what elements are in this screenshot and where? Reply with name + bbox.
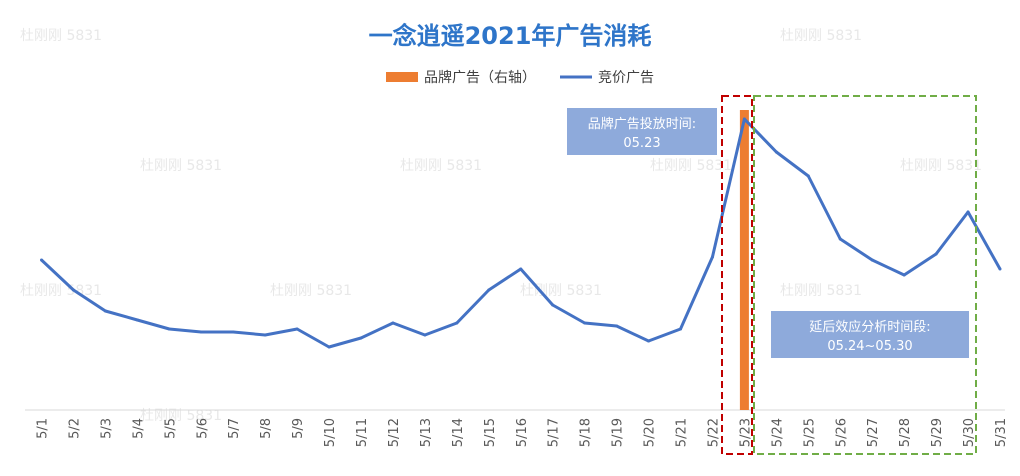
- brand-ad-callout-line2: 05.23: [623, 136, 660, 151]
- svg-text:杜刚刚 5831: 杜刚刚 5831: [650, 158, 732, 174]
- x-tick-label: 5/12: [387, 418, 402, 447]
- line-point-5/31: [998, 267, 1002, 271]
- line-point-5/27: [870, 258, 874, 262]
- line-point-5/6: [199, 330, 203, 334]
- x-tick-label: 5/31: [994, 418, 1009, 447]
- line-point-5/1: [40, 258, 43, 262]
- x-tick-label: 5/27: [866, 418, 881, 447]
- svg-text:杜刚刚 5831: 杜刚刚 5831: [400, 158, 482, 174]
- x-tick-label: 5/20: [643, 418, 658, 447]
- x-tick-label: 5/18: [579, 418, 594, 447]
- line-point-5/19: [615, 324, 619, 328]
- legend-label-bar: 品牌广告（右轴）: [424, 69, 536, 86]
- x-tick-label: 5/19: [611, 418, 626, 447]
- svg-text:杜刚刚 5831: 杜刚刚 5831: [270, 283, 352, 299]
- x-tick-label: 5/22: [706, 418, 721, 447]
- x-tick-label: 5/21: [675, 418, 690, 447]
- x-tick-label: 5/11: [355, 418, 370, 447]
- svg-text:杜刚刚 5831: 杜刚刚 5831: [780, 283, 862, 299]
- x-tick-label: 5/24: [770, 418, 785, 447]
- brand-ad-highlight-box: [721, 95, 753, 455]
- x-tick-labels: 5/1 5/2 5/3 5/4 5/5 5/6 5/7 5/8 5/9 5/10 5/11 5/12 5…: [36, 418, 1010, 447]
- line-point-5/21: [679, 327, 682, 331]
- watermarks: 杜刚刚 5831 杜刚刚 5831 杜刚刚 5831 杜刚刚 5831 杜刚刚 …: [20, 28, 982, 424]
- x-tick-label: 5/30: [962, 418, 977, 447]
- delay-effect-callout-line1: 延后效应分析时间段:: [809, 319, 930, 335]
- delay-effect-highlight-box: [753, 95, 977, 455]
- line-point-5/20: [647, 339, 651, 343]
- line-point-5/15: [487, 288, 491, 292]
- delay-effect-callout-line2: 05.24~05.30: [827, 339, 912, 354]
- svg-text:杜刚刚 5831: 杜刚刚 5831: [20, 28, 102, 44]
- x-tick-label: 5/17: [547, 418, 562, 447]
- line-point-5/2: [71, 288, 75, 292]
- line-point-5/22: [710, 255, 714, 259]
- line-point-5/8: [263, 333, 267, 337]
- line-point-5/11: [359, 336, 363, 340]
- x-tick-label: 5/29: [930, 418, 945, 447]
- line-point-5/18: [583, 321, 587, 325]
- x-tick-label: 5/3: [99, 418, 114, 439]
- x-tick-label: 5/5: [163, 418, 178, 439]
- legend-label-line: 竞价广告: [598, 69, 654, 86]
- line-point-5/25: [806, 174, 810, 178]
- svg-text:杜刚刚 5831: 杜刚刚 5831: [140, 158, 222, 174]
- line-point-5/29: [934, 252, 938, 256]
- x-tick-label: 5/15: [483, 418, 498, 447]
- line-point-5/9: [295, 327, 299, 331]
- line-series: [40, 117, 1002, 349]
- line-point-5/26: [838, 237, 842, 241]
- x-tick-label: 5/26: [834, 418, 849, 447]
- line-point-5/24: [774, 150, 778, 154]
- svg-text:杜刚刚 5831: 杜刚刚 5831: [900, 158, 982, 174]
- x-tick-label: 5/4: [131, 418, 146, 439]
- x-tick-label: 5/16: [515, 418, 530, 447]
- line-point-5/17: [551, 303, 555, 307]
- x-tick-label: 5/14: [451, 418, 466, 447]
- line-point-5/28: [902, 273, 906, 277]
- bar-series: [739, 110, 749, 410]
- svg-text:杜刚刚 5831: 杜刚刚 5831: [20, 283, 102, 299]
- x-tick-label: 5/7: [227, 418, 242, 439]
- brand-ad-callout-box: [567, 108, 717, 155]
- x-tick-label: 5/2: [67, 418, 82, 439]
- x-tick-label: 5/8: [259, 418, 274, 439]
- line-point-5/23: [742, 117, 746, 121]
- line-point-5/13: [423, 333, 427, 337]
- delay-effect-callout-box: [771, 311, 969, 358]
- line-point-5/12: [391, 321, 395, 325]
- line-point-5/7: [231, 330, 235, 334]
- line-point-5/3: [103, 309, 107, 313]
- line-point-5/5: [167, 327, 171, 331]
- line-point-5/4: [135, 318, 139, 322]
- x-tick-label: 5/9: [291, 418, 306, 439]
- legend-swatch-bar: [386, 72, 418, 82]
- line-point-5/16: [519, 267, 523, 271]
- svg-text:杜刚刚 5831: 杜刚刚 5831: [780, 28, 862, 44]
- x-tick-label: 5/23: [738, 418, 753, 447]
- svg-text:杜刚刚 5831: 杜刚刚 5831: [520, 283, 602, 299]
- x-tick-label: 5/1: [36, 418, 51, 439]
- bar-5/23: [739, 110, 749, 410]
- x-tick-label: 5/13: [419, 418, 434, 447]
- x-tick-label: 5/25: [802, 418, 817, 447]
- x-tick-label: 5/6: [195, 418, 210, 439]
- x-tick-label: 5/28: [898, 418, 913, 447]
- line-point-5/14: [455, 321, 459, 325]
- brand-ad-callout-line1: 品牌广告投放时间:: [588, 116, 696, 132]
- x-tick-label: 5/10: [323, 418, 338, 447]
- chart-title: 一念逍遥2021年广告消耗: [369, 22, 652, 50]
- svg-text:杜刚刚 5831: 杜刚刚 5831: [140, 408, 222, 424]
- line-point-5/10: [327, 345, 331, 349]
- legend: 品牌广告（右轴） 竞价广告: [386, 69, 654, 86]
- line-point-5/30: [966, 210, 970, 214]
